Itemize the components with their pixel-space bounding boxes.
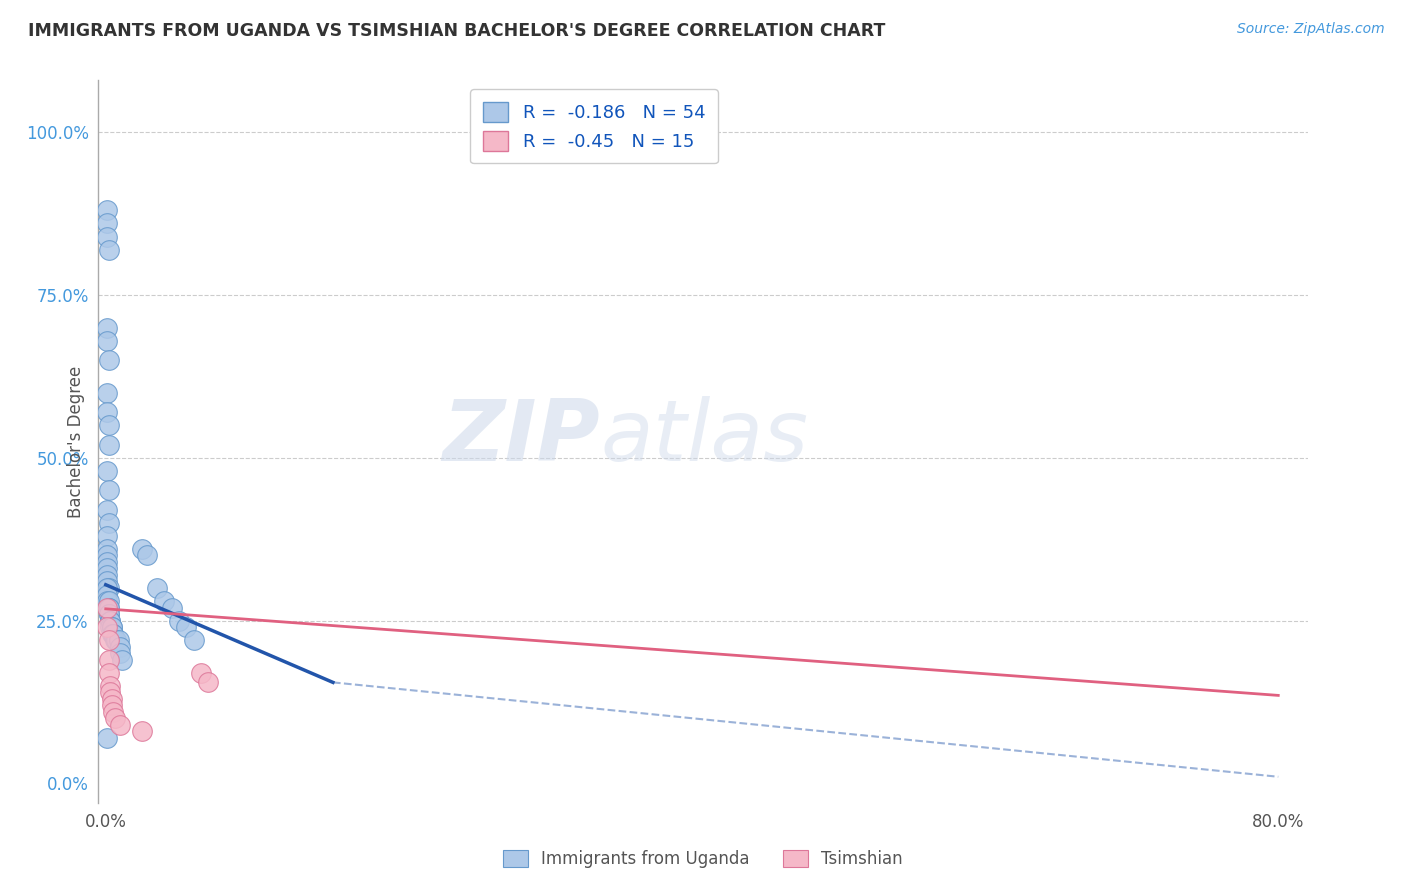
Point	[135, 549, 157, 563]
Point	[96, 529, 118, 543]
Point	[97, 607, 120, 621]
Point	[105, 633, 128, 648]
Point	[111, 652, 134, 666]
Point	[183, 633, 205, 648]
Point	[110, 717, 132, 731]
Point	[110, 640, 132, 654]
Point	[146, 581, 169, 595]
Point	[96, 587, 118, 601]
Text: ZIP: ZIP	[443, 396, 600, 479]
Point	[100, 620, 122, 634]
Point	[98, 620, 121, 634]
Point	[96, 464, 118, 478]
Point	[96, 405, 118, 419]
Point	[167, 614, 190, 628]
Point	[96, 568, 118, 582]
Point	[97, 438, 120, 452]
Point	[101, 705, 124, 719]
Point	[97, 665, 120, 680]
Point	[96, 320, 118, 334]
Point	[103, 633, 125, 648]
Point	[110, 646, 132, 660]
Point	[96, 229, 118, 244]
Point	[176, 620, 198, 634]
Point	[197, 675, 219, 690]
Point	[97, 581, 120, 595]
Point	[101, 626, 124, 640]
Point	[97, 594, 120, 608]
Point	[96, 503, 118, 517]
Legend: Immigrants from Uganda, Tsimshian: Immigrants from Uganda, Tsimshian	[496, 843, 910, 875]
Point	[96, 574, 118, 589]
Point	[97, 652, 120, 666]
Point	[97, 418, 120, 433]
Point	[98, 679, 121, 693]
Point	[100, 620, 122, 634]
Point	[100, 698, 122, 713]
Point	[98, 614, 121, 628]
Point	[98, 614, 121, 628]
Point	[96, 731, 118, 745]
Point	[96, 594, 118, 608]
Point	[101, 626, 124, 640]
Point	[97, 600, 120, 615]
Legend: R =  -0.186   N = 54, R =  -0.45   N = 15: R = -0.186 N = 54, R = -0.45 N = 15	[470, 89, 718, 163]
Point	[97, 607, 120, 621]
Point	[96, 334, 118, 348]
Point	[96, 555, 118, 569]
Text: atlas: atlas	[600, 396, 808, 479]
Text: Source: ZipAtlas.com: Source: ZipAtlas.com	[1237, 22, 1385, 37]
Point	[160, 600, 183, 615]
Point	[131, 541, 153, 556]
Point	[97, 516, 120, 530]
Point	[153, 594, 176, 608]
Point	[100, 626, 122, 640]
Point	[96, 561, 118, 575]
Point	[96, 600, 118, 615]
Point	[96, 203, 118, 218]
Point	[131, 724, 153, 739]
Point	[96, 541, 118, 556]
Point	[96, 581, 118, 595]
Point	[96, 385, 118, 400]
Point	[190, 665, 212, 680]
Y-axis label: Bachelor's Degree: Bachelor's Degree	[66, 366, 84, 517]
Point	[100, 691, 122, 706]
Point	[96, 217, 118, 231]
Point	[97, 633, 120, 648]
Point	[96, 549, 118, 563]
Point	[97, 483, 120, 498]
Point	[97, 243, 120, 257]
Point	[98, 685, 121, 699]
Point	[108, 633, 131, 648]
Point	[96, 620, 118, 634]
Text: IMMIGRANTS FROM UGANDA VS TSIMSHIAN BACHELOR'S DEGREE CORRELATION CHART: IMMIGRANTS FROM UGANDA VS TSIMSHIAN BACH…	[28, 22, 886, 40]
Point	[97, 600, 120, 615]
Point	[97, 353, 120, 368]
Point	[103, 711, 125, 725]
